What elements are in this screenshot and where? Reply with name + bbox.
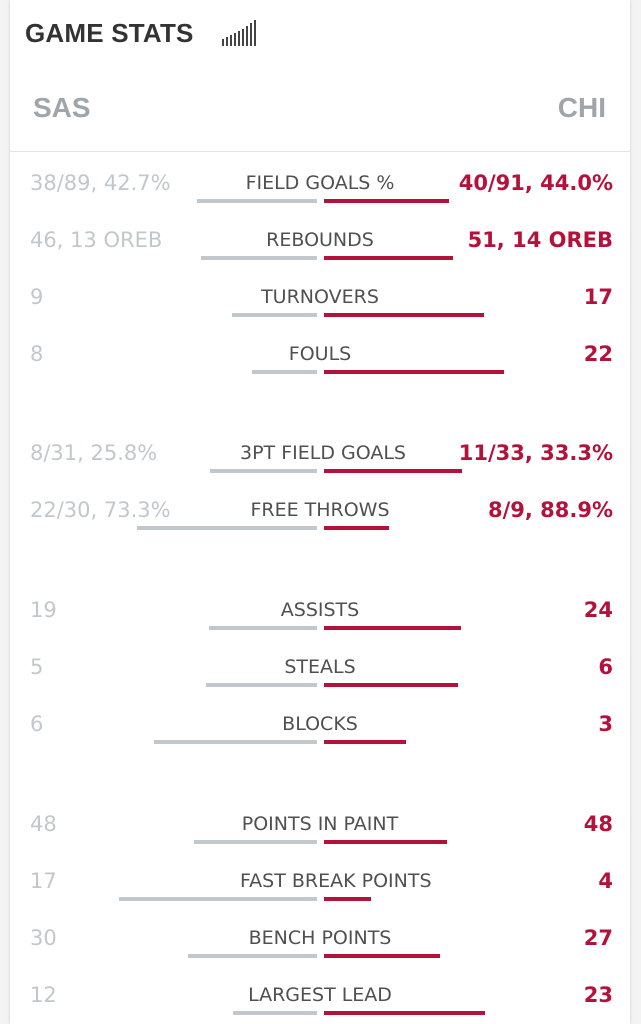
- stat-label: FAST BREAK POINTS: [240, 870, 432, 892]
- home-stat-bar: [324, 526, 389, 530]
- game-stats-card: GAME STATS SAS CHI 38/89, 42.7% FIELD GOA…: [10, 0, 630, 1024]
- away-stat-value: 12: [30, 983, 57, 1007]
- away-stat-value: 48: [30, 812, 57, 836]
- away-stat-value: 38/89, 42.7%: [30, 171, 171, 195]
- stat-row-largest-lead: 12 LARGEST LEAD 23: [10, 983, 630, 1023]
- home-team-name: CHI: [557, 92, 606, 123]
- stat-label: ASSISTS: [280, 599, 360, 621]
- stat-label: FOULS: [288, 343, 352, 365]
- home-stat-value: 51, 14 OREB: [467, 228, 613, 252]
- stat-row-bench-points: 30 BENCH POINTS 27: [10, 926, 630, 966]
- away-stat-bar: [210, 469, 317, 473]
- stat-row-points-in-paint: 48 POINTS IN PAINT 48: [10, 812, 630, 852]
- away-stat-value: 19: [30, 598, 57, 622]
- home-stat-value: 11/33, 33.3%: [458, 441, 613, 465]
- away-team-name: SAS: [33, 92, 91, 123]
- stat-label: TURNOVERS: [261, 286, 379, 308]
- header-divider: [10, 151, 630, 152]
- stat-label: LARGEST LEAD: [248, 984, 392, 1006]
- away-stat-bar: [194, 840, 317, 844]
- stat-row-blocks: 6 BLOCKS 3: [10, 712, 630, 752]
- home-stat-value: 8/9, 88.9%: [487, 498, 613, 522]
- away-stat-value: 8: [30, 342, 44, 366]
- away-stat-value: 9: [30, 285, 44, 309]
- signal-bars-icon: [222, 20, 256, 46]
- home-stat-bar: [324, 370, 504, 374]
- home-stat-value: 3: [598, 712, 613, 736]
- stat-row-assists: 19 ASSISTS 24: [10, 598, 630, 638]
- stat-label: REBOUNDS: [266, 229, 374, 251]
- stat-row-rebounds: 46, 13 OREB REBOUNDS 51, 14 OREB: [10, 228, 630, 268]
- stat-row-3pt-field-goals: 8/31, 25.8% 3PT FIELD GOALS 11/33, 33.3%: [10, 441, 630, 481]
- home-stat-bar: [324, 954, 440, 958]
- stat-row-steals: 5 STEALS 6: [10, 655, 630, 695]
- away-stat-bar: [201, 256, 317, 260]
- away-stat-value: 17: [30, 869, 57, 893]
- home-stat-value: 23: [583, 983, 613, 1007]
- away-stat-value: 46, 13 OREB: [30, 228, 163, 252]
- away-stat-value: 5: [30, 655, 44, 679]
- away-stat-bar: [197, 199, 317, 203]
- away-stat-bar: [137, 526, 317, 530]
- stat-label: STEALS: [284, 656, 356, 678]
- stat-row-fouls: 8 FOULS 22: [10, 342, 630, 382]
- stat-row-field-goals: 38/89, 42.7% FIELD GOALS % 40/91, 44.0%: [10, 171, 630, 211]
- game-stats-title: GAME STATS: [25, 18, 194, 48]
- away-stat-value: 6: [30, 712, 44, 736]
- away-stat-value: 30: [30, 926, 57, 950]
- home-stat-bar: [324, 313, 484, 317]
- stat-label: POINTS IN PAINT: [241, 813, 399, 835]
- home-stat-bar: [324, 626, 461, 630]
- away-stat-value: 8/31, 25.8%: [30, 441, 158, 465]
- home-stat-value: 40/91, 44.0%: [458, 171, 613, 195]
- home-stat-bar: [324, 740, 406, 744]
- away-stat-bar: [188, 954, 317, 958]
- stat-label: BENCH POINTS: [248, 927, 392, 949]
- stat-row-turnovers: 9 TURNOVERS 17: [10, 285, 630, 325]
- home-stat-value: 4: [598, 869, 613, 893]
- away-stat-bar: [252, 370, 317, 374]
- home-stat-bar: [324, 1011, 485, 1015]
- home-stat-bar: [324, 897, 371, 901]
- home-stat-value: 17: [583, 285, 613, 309]
- stat-label: FIELD GOALS %: [245, 172, 395, 194]
- stat-label: FREE THROWS: [250, 499, 390, 521]
- away-stat-value: 22/30, 73.3%: [30, 498, 171, 522]
- home-stat-bar: [324, 469, 462, 473]
- home-stat-bar: [324, 840, 447, 844]
- stat-row-fast-break-points: 17 FAST BREAK POINTS 4: [10, 869, 630, 909]
- stat-label: BLOCKS: [282, 713, 358, 735]
- home-stat-value: 48: [583, 812, 613, 836]
- away-stat-bar: [233, 1011, 317, 1015]
- away-stat-bar: [209, 626, 317, 630]
- home-stat-value: 22: [583, 342, 613, 366]
- home-stat-value: 24: [583, 598, 613, 622]
- stat-label: 3PT FIELD GOALS: [240, 442, 406, 464]
- home-stat-bar: [324, 256, 453, 260]
- away-stat-bar: [232, 313, 317, 317]
- home-stat-value: 6: [598, 655, 613, 679]
- away-stat-bar: [206, 683, 317, 687]
- stat-row-free-throws: 22/30, 73.3% FREE THROWS 8/9, 88.9%: [10, 498, 630, 538]
- away-stat-bar: [119, 897, 317, 901]
- away-stat-bar: [154, 740, 317, 744]
- home-stat-bar: [324, 683, 458, 687]
- home-stat-value: 27: [583, 926, 613, 950]
- home-stat-bar: [324, 199, 449, 203]
